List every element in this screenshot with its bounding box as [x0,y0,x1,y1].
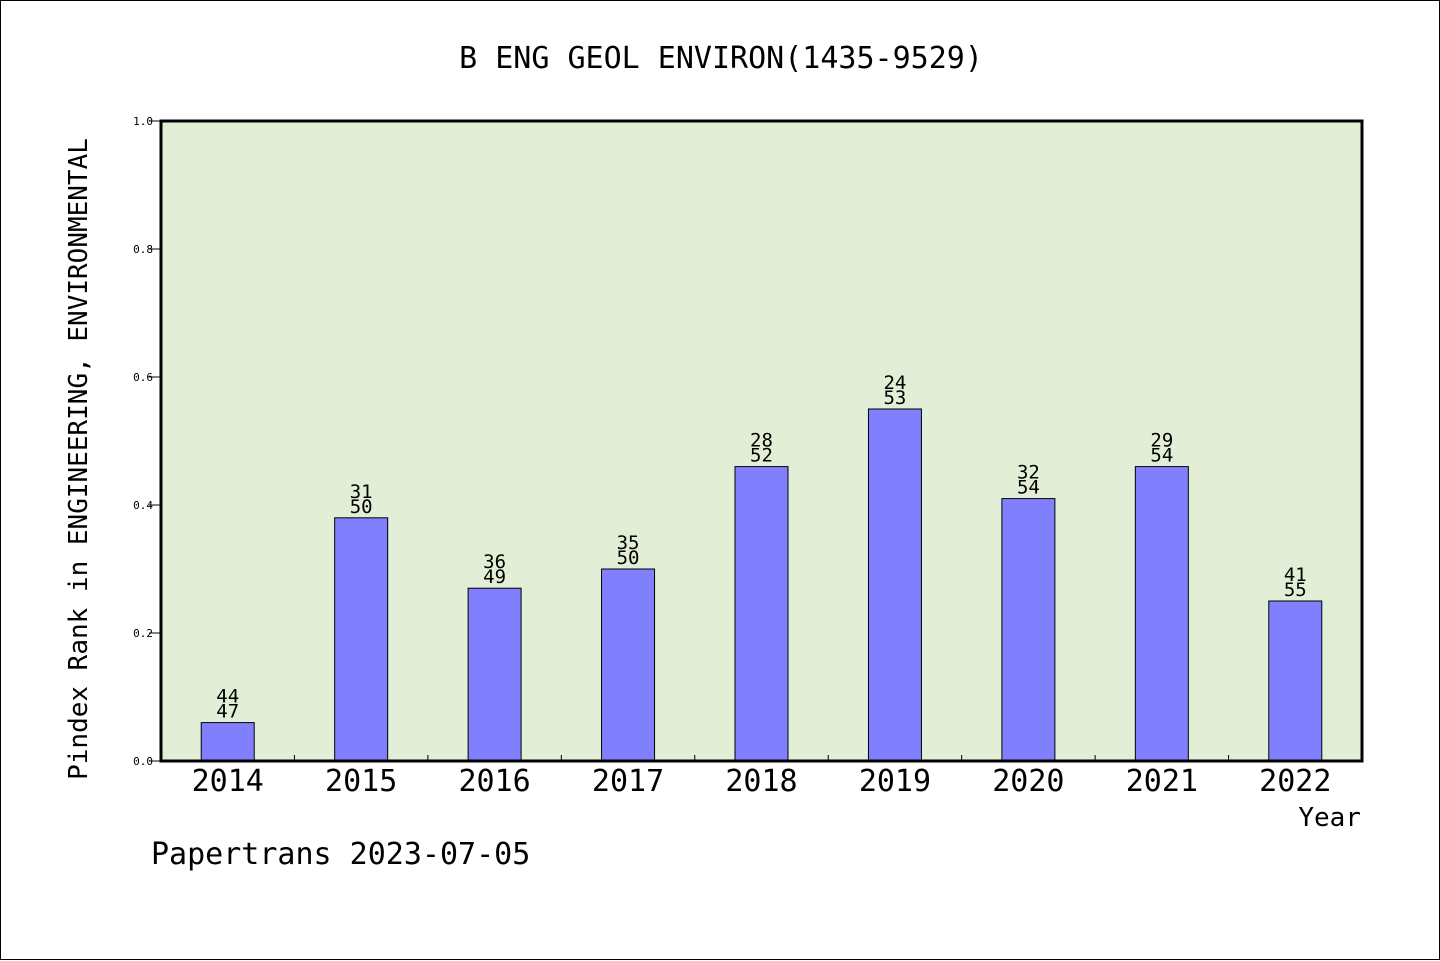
chart-title: B ENG GEOL ENVIRON(1435-9529) [459,41,983,76]
y-tick-label: 0.6 [133,371,153,384]
x-tick-label: 2020 [992,764,1064,799]
total-label: 54 [1017,477,1040,499]
rank-label: 35 [617,532,640,554]
y-tick-label: 0.2 [133,627,153,640]
rank-label: 41 [1284,564,1307,586]
y-tick-label: 0.4 [133,499,153,512]
total-label: 50 [617,547,640,569]
x-tick-label: 2021 [1126,764,1198,799]
bar-2017 [601,568,656,762]
rank-label: 32 [1017,462,1040,484]
y-axis: 0.0 0.2 0.4 0.6 0.8 1.0 [133,115,161,768]
total-label: 52 [750,445,773,467]
x-tick-label: 2017 [592,764,664,799]
bar-2021 [1134,466,1189,762]
rank-label: 36 [483,551,506,573]
rank-label: 29 [1150,430,1173,452]
bar-2014 [200,722,255,762]
total-label: 53 [883,387,906,409]
total-label: 50 [350,496,373,518]
rank-label: 31 [350,481,373,503]
total-label: 49 [483,566,506,588]
bar-2018 [734,466,789,762]
x-tick-label: 2014 [192,764,264,799]
x-tick-label: 2022 [1259,764,1331,799]
bar-2015 [334,517,389,762]
y-axis-label: Pindex Rank in ENGINEERING, ENVIRONMENTA… [64,138,94,780]
x-tick-label: 2019 [859,764,931,799]
x-axis: 2014 2015 2016 2017 2018 2019 2020 2021 2022 [192,764,1332,799]
rank-label: 44 [216,686,239,708]
bar-2016 [467,587,522,762]
y-tick-label: 0.0 [133,755,153,768]
rank-label: 24 [883,372,906,394]
bar-2022 [1268,600,1323,762]
total-label: 54 [1150,445,1173,467]
plot-border [159,119,1364,763]
x-tick-label: 2018 [725,764,797,799]
bar-2020 [1001,498,1056,762]
y-tick-label: 1.0 [133,115,153,128]
x-tick-label: 2016 [458,764,530,799]
x-tick-label: 2015 [325,764,397,799]
y-tick-label: 0.8 [133,243,153,256]
footer-text: Papertrans 2023-07-05 [151,837,530,872]
bars [200,408,1323,762]
bar-2019 [867,408,922,762]
total-label: 47 [216,701,239,723]
total-label: 55 [1284,579,1307,601]
x-axis-label: Year [1298,803,1361,833]
rank-label: 28 [750,430,773,452]
